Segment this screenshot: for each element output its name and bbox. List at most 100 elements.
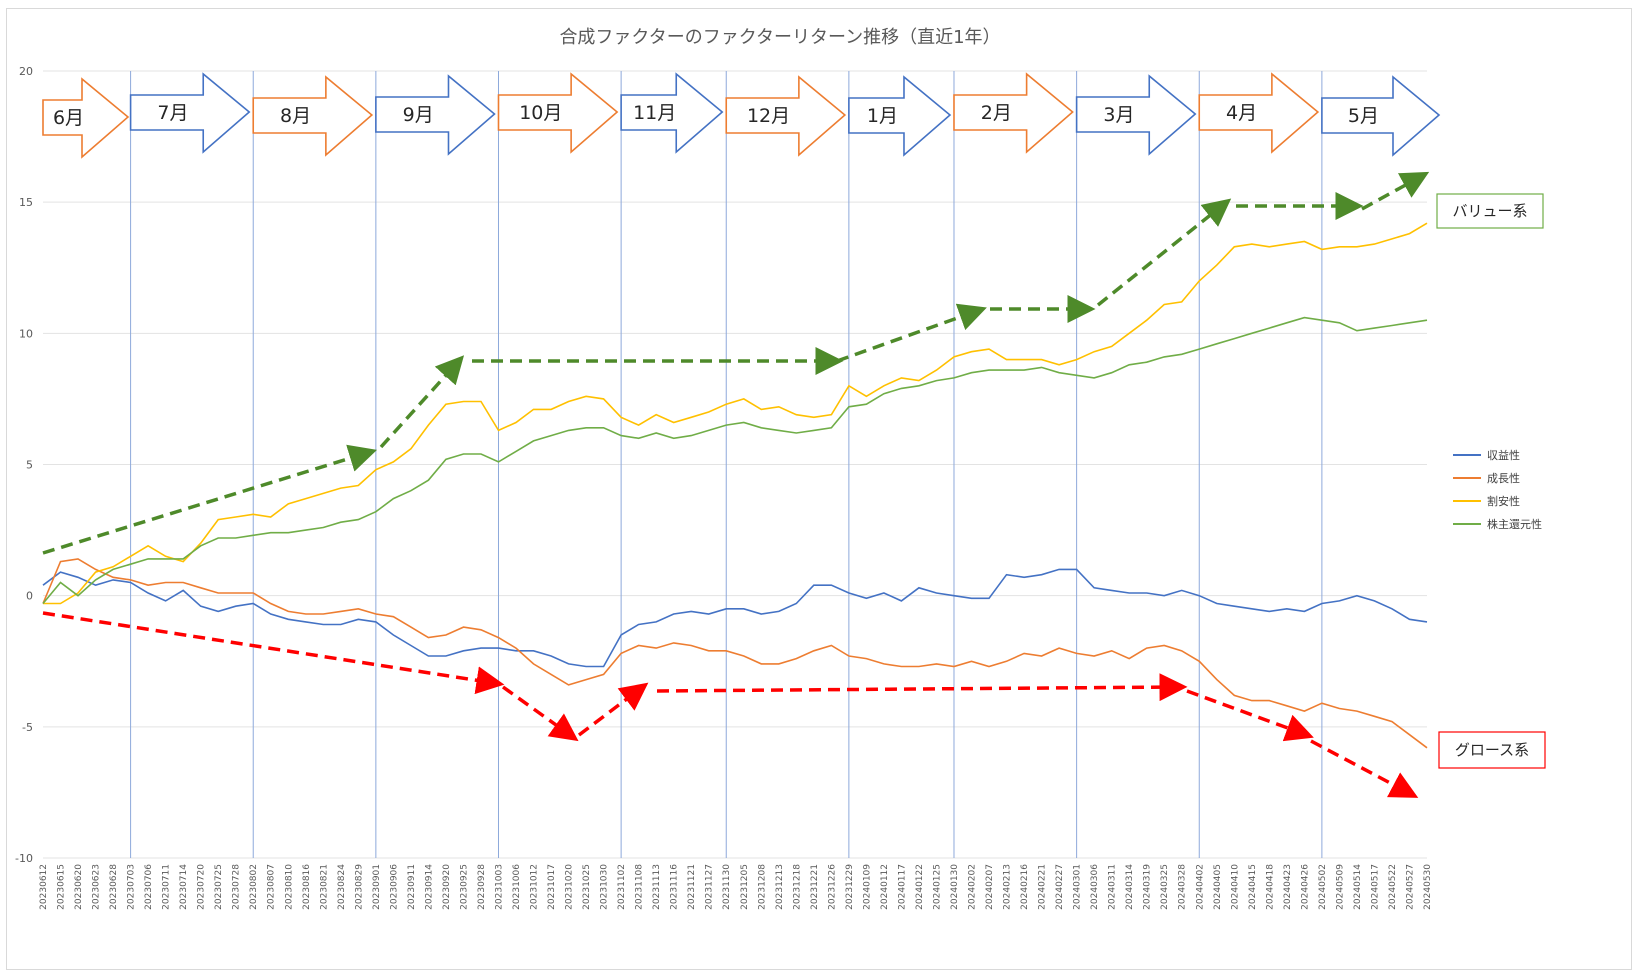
x-tick-label: 20240314	[1125, 864, 1135, 910]
x-tick-label: 20240514	[1353, 864, 1363, 910]
x-tick-label: 20240202	[968, 864, 978, 910]
series-line	[42, 316, 1428, 605]
growth-trend-arrow	[42, 611, 505, 695]
x-tick-label: 20231213	[775, 864, 785, 910]
y-tick-label: 5	[26, 459, 33, 472]
x-tick-label: 20240517	[1370, 864, 1380, 910]
x-tick-label: 20230821	[319, 864, 329, 910]
x-tick-label: 20230628	[109, 864, 119, 910]
legend-label: 株主還元性	[1487, 517, 1542, 531]
month-label: 7月	[157, 102, 188, 124]
x-tick-label: 20230728	[232, 864, 242, 910]
month-arrow	[1075, 74, 1197, 156]
month-arrow	[252, 75, 374, 157]
x-tick-label: 20240527	[1405, 864, 1415, 910]
x-tick-label: 20240522	[1388, 864, 1398, 910]
month-label: 3月	[1103, 104, 1134, 126]
x-tick-label: 20240502	[1318, 864, 1328, 910]
month-label: 12月	[747, 105, 790, 127]
month-label: 6月	[53, 107, 84, 129]
x-tick-label: 20240311	[1108, 864, 1118, 910]
value-trend-arrow	[836, 303, 987, 363]
y-tick-label: 20	[19, 65, 33, 78]
value-label-box	[1436, 193, 1544, 229]
x-tick-label: 20231226	[827, 864, 837, 910]
growth-trend-arrow	[656, 673, 1188, 702]
x-tick-label: 20231121	[687, 864, 697, 910]
x-tick-label: 20230920	[442, 864, 452, 910]
x-tick-label: 20230706	[144, 864, 154, 910]
x-tick-label: 20231205	[740, 864, 750, 910]
x-tick-label: 20240213	[1003, 864, 1013, 910]
month-arrow	[129, 72, 251, 154]
x-tick-label: 20230901	[372, 864, 382, 910]
x-tick-label: 20240221	[1038, 864, 1048, 910]
x-tick-label: 20240328	[1178, 864, 1188, 910]
x-tick-label: 20230623	[92, 864, 102, 910]
growth-trend-arrow	[1310, 739, 1419, 798]
factor-return-chart: 合成ファクターのファクターリターン推移（直近1年） 6月 7月 8月 9月 10月 11月…	[15, 27, 1546, 910]
growth-trend-arrow	[577, 682, 649, 737]
x-tick-label: 20231020	[565, 864, 575, 910]
month-arrow	[953, 72, 1074, 154]
y-tick-label: -5	[22, 721, 33, 734]
x-tick-label: 20231130	[722, 864, 732, 910]
month-arrow	[375, 74, 496, 156]
legend-label: 成長性	[1487, 471, 1520, 485]
x-tick-label: 20230816	[302, 864, 312, 910]
month-label: 4月	[1226, 102, 1257, 124]
chart-frame: 合成ファクターのファクターリターン推移（直近1年） 6月 7月 8月 9月 10月 11月…	[6, 8, 1632, 970]
month-arrow	[497, 72, 619, 154]
month-label: 2月	[981, 102, 1012, 124]
x-tick-label: 20240207	[985, 864, 995, 910]
x-tick-label: 20230810	[284, 864, 294, 910]
x-tick-label: 20231006	[512, 864, 522, 910]
x-tick-label: 20240109	[862, 864, 872, 910]
growth-label-box	[1438, 731, 1546, 769]
x-tick-label: 20231218	[792, 864, 802, 910]
x-tick-label: 20240423	[1283, 864, 1293, 910]
x-tick-label: 20230829	[354, 864, 364, 910]
x-tick-label: 20230906	[389, 864, 399, 910]
growth-trend-arrow	[1186, 689, 1314, 742]
x-tick-label: 20230802	[249, 864, 259, 910]
y-tick-label: 15	[19, 196, 33, 209]
growth-trend-arrow	[501, 685, 579, 742]
month-label: 1月	[867, 105, 898, 127]
series-line	[43, 222, 1428, 605]
month-label: 8月	[280, 105, 311, 127]
x-tick-label: 20230928	[477, 864, 487, 910]
value-label: バリュー系	[1452, 202, 1527, 220]
x-tick-label: 20240402	[1195, 864, 1205, 910]
x-tick-label: 20230725	[214, 864, 224, 910]
x-tick-label: 20240216	[1020, 864, 1030, 910]
x-tick-label: 20230703	[127, 864, 137, 910]
x-tick-label: 20230911	[407, 864, 417, 910]
x-tick-label: 20240319	[1143, 864, 1153, 910]
x-tick-label: 20240122	[915, 864, 925, 910]
x-tick-label: 20231127	[705, 864, 715, 910]
x-tick-label: 20230612	[39, 864, 49, 910]
x-tick-label: 20230620	[74, 864, 84, 910]
x-tick-label: 20230714	[179, 864, 189, 910]
chart-title: 合成ファクターのファクターリターン推移（直近1年）	[559, 27, 1000, 48]
month-arrow	[1321, 75, 1441, 157]
x-tick-label: 20231017	[547, 864, 557, 910]
x-tick-label: 20231102	[617, 864, 627, 910]
x-tick-label: 20231113	[652, 864, 662, 910]
x-tick-label: 20231229	[845, 864, 855, 910]
x-tick-label: 20231003	[494, 864, 504, 910]
x-tick-label: 20240410	[1230, 864, 1240, 910]
x-tick-label: 20230925	[459, 864, 469, 910]
x-tick-label: 20230807	[267, 864, 277, 910]
x-tick-label: 20230615	[57, 864, 67, 910]
x-tick-label: 20231030	[600, 864, 610, 910]
x-tick-label: 20231221	[810, 864, 820, 910]
x-tick-label: 20240415	[1248, 864, 1258, 910]
month-arrow	[620, 72, 724, 154]
value-trend-arrow	[1096, 198, 1232, 307]
x-tick-label: 20230711	[162, 864, 172, 910]
series-line	[42, 568, 1428, 668]
x-tick-label: 20231108	[635, 864, 645, 910]
x-tick-label: 20240227	[1055, 864, 1065, 910]
